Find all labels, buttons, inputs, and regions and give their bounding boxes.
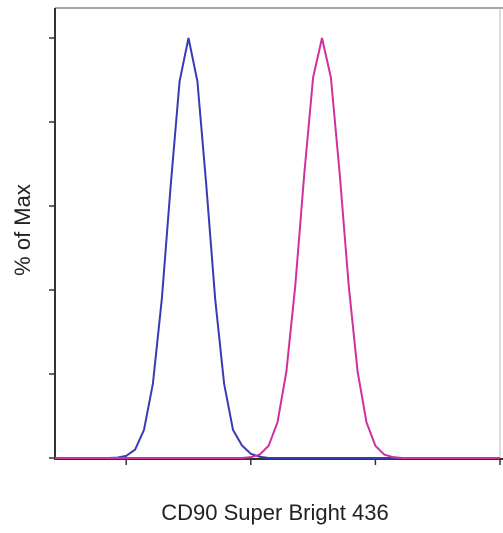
y-axis-label: % of Max — [10, 184, 35, 276]
x-axis-label: CD90 Super Bright 436 — [161, 500, 388, 525]
histogram-line — [55, 37, 500, 459]
histogram-line — [55, 37, 500, 459]
